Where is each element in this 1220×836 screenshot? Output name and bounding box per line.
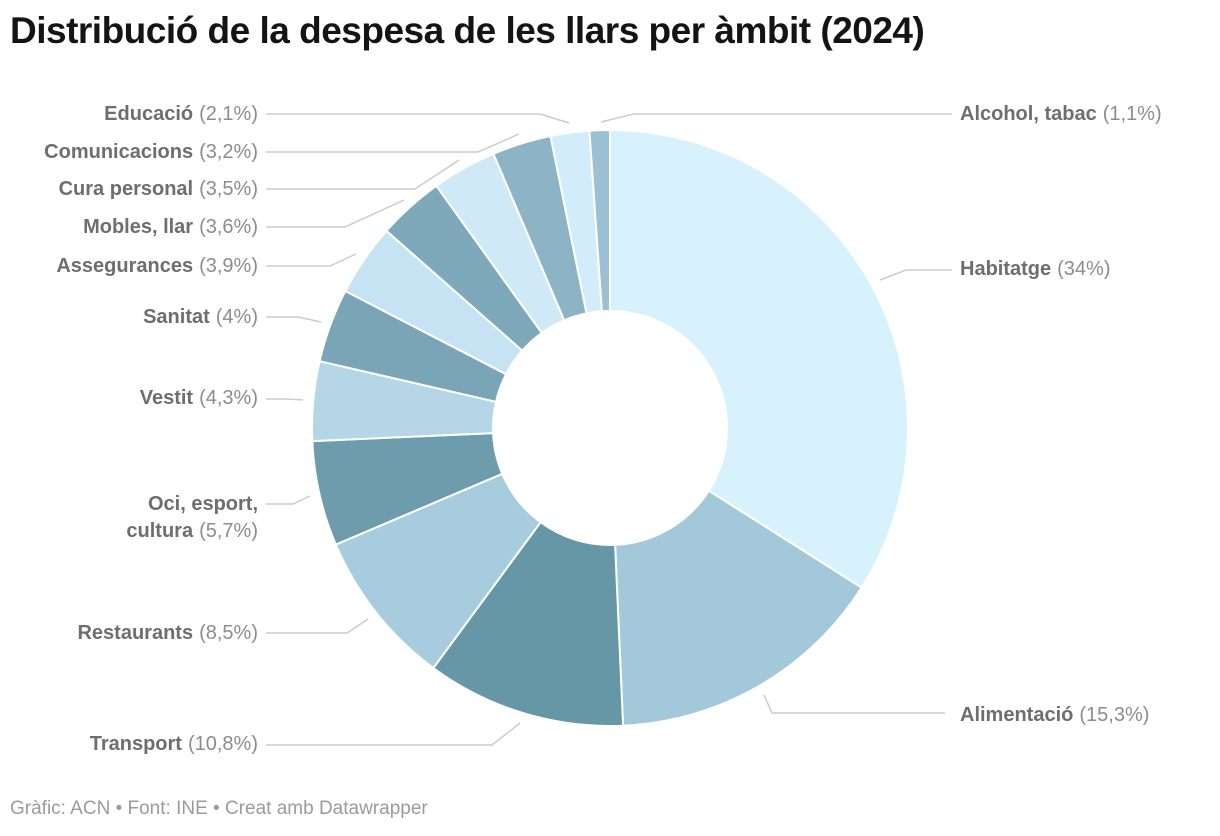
slice-label-name: Alcohol, tabac	[960, 103, 1097, 125]
leader-line-assegurances	[266, 253, 357, 267]
slice-label-name: Restaurants	[77, 622, 194, 644]
slice-label-restaurants: Restaurants (8,5%)	[0, 620, 258, 647]
slice-label-value: (8,5%)	[199, 622, 258, 644]
leader-line-alcohol-tabac	[600, 113, 952, 123]
slice-label-value: (1,1%)	[1102, 103, 1162, 125]
slice-label-value: (3,5%)	[199, 178, 258, 200]
leader-lines	[266, 113, 952, 746]
slice-label-vestit: Vestit (4,3%)	[0, 385, 258, 412]
leader-line-sanitat	[266, 316, 322, 323]
slice-label-name: Comunicacions	[44, 141, 194, 163]
slice-label-value: (15,3%)	[1079, 704, 1150, 726]
leader-line-oci-esport-cultura	[266, 495, 311, 505]
leader-line-comunicacions	[266, 133, 520, 153]
slice-label-name: Educació	[104, 103, 194, 125]
slice-label-value: (2,1%)	[199, 103, 258, 125]
slice-label-name: Sanitat	[143, 306, 210, 328]
slice-label-value: (10,8%)	[187, 733, 258, 755]
slice-label-name: Transport	[89, 733, 182, 755]
slice-label-alimentacio: Alimentació (15,3%)	[960, 702, 1215, 729]
slice-label-value: (5,7%)	[199, 520, 258, 542]
leader-line-restaurants	[266, 618, 369, 634]
slice-label-value: (4%)	[215, 306, 258, 328]
leader-line-cura-personal	[266, 159, 460, 190]
pie-slice-restaurants[interactable]	[334, 472, 542, 669]
slice-label-value: (34%)	[1057, 258, 1111, 280]
slice-label-name: Assegurances	[56, 255, 194, 277]
slice-label-alcohol-tabac: Alcohol, tabac (1,1%)	[960, 101, 1215, 128]
leader-line-habitatge	[879, 269, 952, 281]
slice-label-value: (4,3%)	[199, 387, 258, 409]
slice-label-name: Habitatge	[960, 258, 1052, 280]
slice-label-comunicacions: Comunicacions (3,2%)	[0, 139, 258, 166]
slice-label-oci-esport-cultura: Oci, esport, cultura (5,7%)	[58, 491, 258, 545]
leader-line-educacio	[266, 113, 570, 124]
slice-label-name: Oci, esport, cultura	[126, 493, 258, 542]
chart-title: Distribució de la despesa de les llars p…	[10, 10, 925, 51]
pie-slice-transport[interactable]	[432, 521, 625, 727]
slice-label-value: (3,9%)	[199, 255, 258, 277]
slice-label-name: Alimentació	[960, 704, 1074, 726]
leader-line-vestit	[266, 398, 304, 401]
slice-label-educacio: Educació (2,1%)	[0, 101, 258, 128]
slice-label-assegurances: Assegurances (3,9%)	[0, 253, 258, 280]
slice-label-transport: Transport (10,8%)	[0, 731, 258, 758]
leader-line-mobles-llar	[266, 199, 405, 228]
pie-slice-alimentacio[interactable]	[614, 489, 863, 727]
slice-label-name: Cura personal	[58, 178, 194, 200]
slice-label-value: (3,6%)	[199, 216, 258, 238]
slice-label-habitatge: Habitatge (34%)	[960, 256, 1215, 283]
slice-label-name: Mobles, llar	[83, 216, 194, 238]
leader-line-transport	[266, 722, 521, 746]
slice-label-sanitat: Sanitat (4%)	[0, 304, 258, 331]
slice-label-mobles-llar: Mobles, llar (3,6%)	[0, 214, 258, 241]
leader-line-alimentacio	[763, 694, 945, 714]
slice-label-name: Vestit	[139, 387, 194, 409]
slice-label-cura-personal: Cura personal (3,5%)	[0, 176, 258, 203]
slice-label-value: (3,2%)	[199, 141, 258, 163]
pie-slice-alcohol-tabac[interactable]	[588, 128, 611, 313]
chart-footer: Gràfic: ACN • Font: INE • Creat amb Data…	[10, 798, 428, 819]
pie-slice-habitatge[interactable]	[609, 129, 910, 589]
